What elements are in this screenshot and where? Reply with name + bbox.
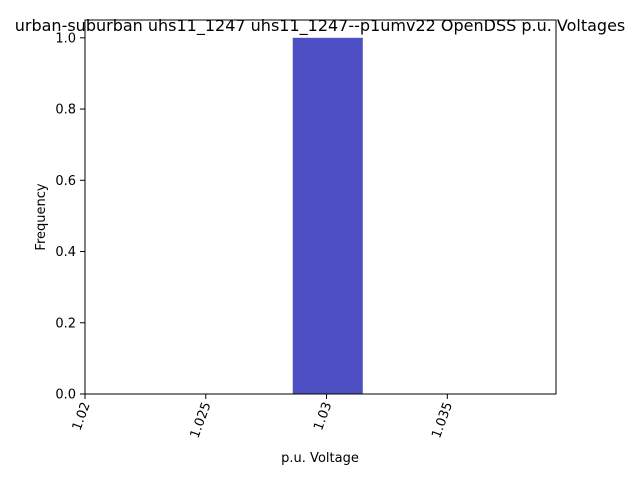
- x-tick-label: 1.02: [70, 400, 94, 432]
- y-tick-label: 0.8: [55, 103, 76, 118]
- y-tick-label: 0.2: [55, 316, 76, 331]
- x-tick-label: 1.035: [429, 400, 456, 440]
- plot-area: [292, 37, 363, 395]
- x-axis: 1.02 1.025 1.03 1.035: [70, 394, 456, 440]
- y-tick-label: 1.0: [55, 31, 76, 46]
- chart-title: urban-suburban uhs11_1247 uhs11_1247--p1…: [15, 16, 626, 36]
- y-axis: 0.0 0.2 0.4 0.6 0.8 1.0: [55, 31, 85, 403]
- y-axis-label: Frequency: [34, 183, 49, 250]
- histogram-bar-0: [292, 37, 363, 395]
- x-tick-label: 1.025: [188, 400, 215, 440]
- x-axis-label: p.u. Voltage: [281, 451, 359, 466]
- y-tick-label: 0.4: [55, 245, 76, 260]
- x-tick-label: 1.03: [311, 400, 335, 432]
- plot-frame: [84, 19, 557, 395]
- y-tick-label: 0.6: [55, 174, 76, 189]
- y-tick-label: 0.0: [55, 388, 76, 403]
